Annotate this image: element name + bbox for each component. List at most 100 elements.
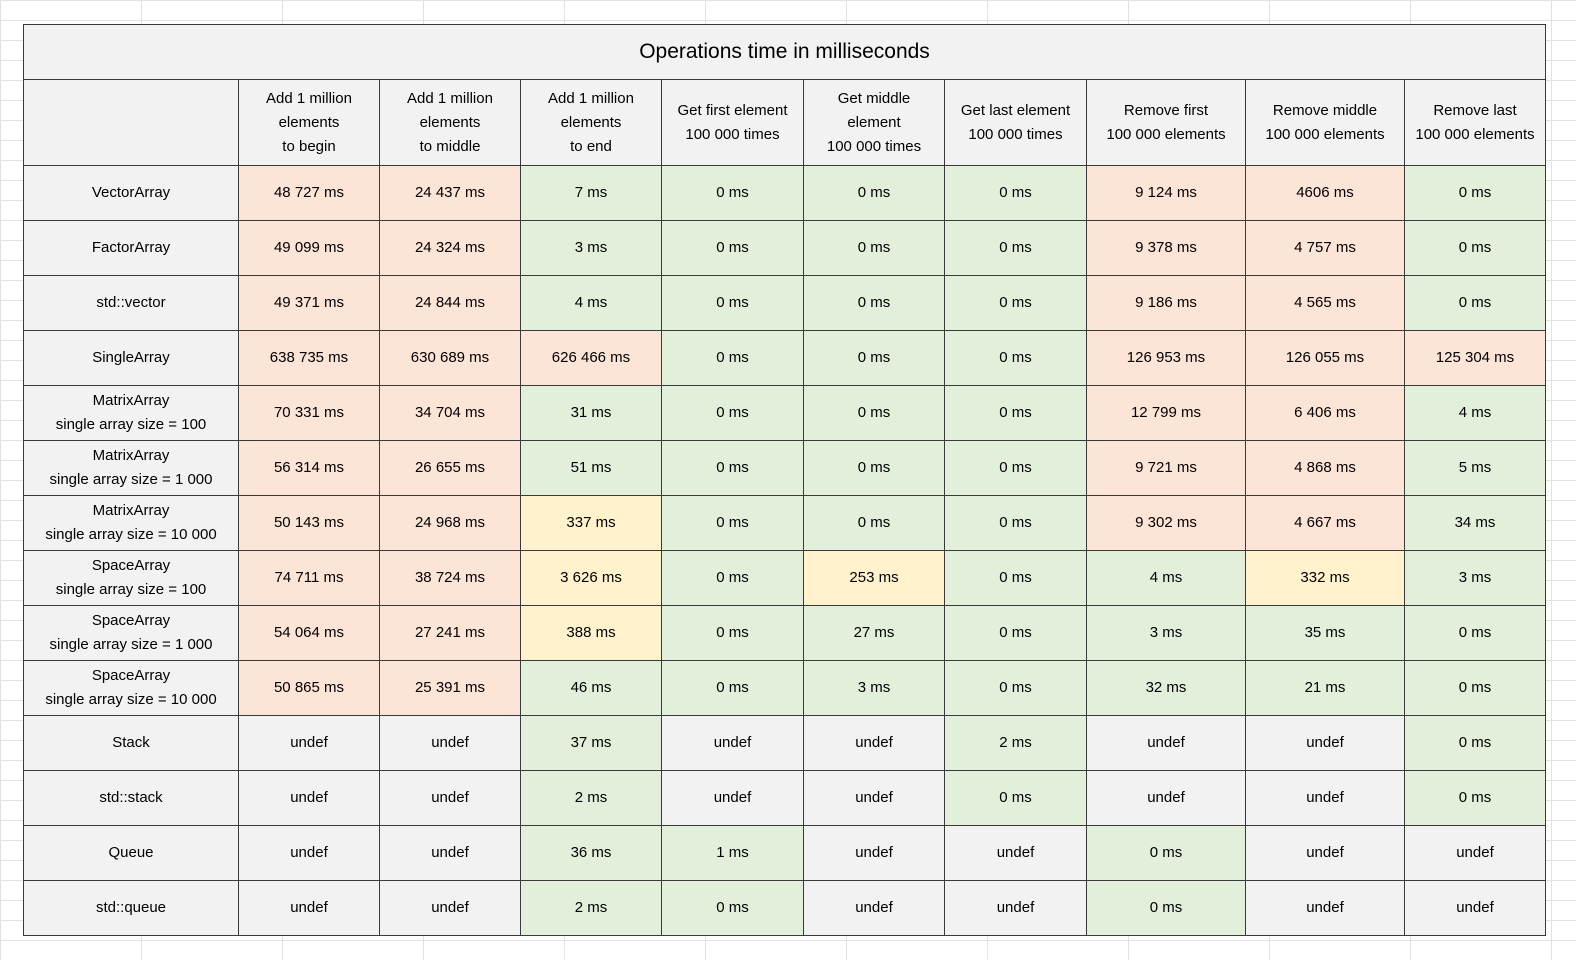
time-cell[interactable]: 388 ms <box>520 605 662 661</box>
row-label[interactable]: std::queue <box>23 880 239 936</box>
row-label[interactable]: SpaceArray single array size = 10 000 <box>23 660 239 716</box>
column-header[interactable]: Add 1 million elements to end <box>520 79 662 166</box>
time-cell[interactable]: 5 ms <box>1404 440 1546 496</box>
time-cell[interactable]: 38 724 ms <box>379 550 521 606</box>
time-cell[interactable]: 12 799 ms <box>1086 385 1246 441</box>
time-cell[interactable]: undef <box>238 825 380 881</box>
time-cell[interactable]: undef <box>1245 715 1405 771</box>
time-cell[interactable]: 0 ms <box>661 165 804 221</box>
row-label[interactable]: Queue <box>23 825 239 881</box>
time-cell[interactable]: undef <box>1404 825 1546 881</box>
time-cell[interactable]: 0 ms <box>803 385 945 441</box>
time-cell[interactable]: 4 868 ms <box>1245 440 1405 496</box>
time-cell[interactable]: 54 064 ms <box>238 605 380 661</box>
time-cell[interactable]: 36 ms <box>520 825 662 881</box>
time-cell[interactable]: 50 865 ms <box>238 660 380 716</box>
time-cell[interactable]: 9 186 ms <box>1086 275 1246 331</box>
time-cell[interactable]: 24 324 ms <box>379 220 521 276</box>
time-cell[interactable]: 27 ms <box>803 605 945 661</box>
time-cell[interactable]: 0 ms <box>944 440 1087 496</box>
time-cell[interactable]: 0 ms <box>1086 825 1246 881</box>
row-label[interactable]: MatrixArray single array size = 1 000 <box>23 440 239 496</box>
time-cell[interactable]: 0 ms <box>803 275 945 331</box>
time-cell[interactable]: 0 ms <box>661 385 804 441</box>
row-label[interactable]: VectorArray <box>23 165 239 221</box>
time-cell[interactable]: 37 ms <box>520 715 662 771</box>
time-cell[interactable]: undef <box>661 715 804 771</box>
time-cell[interactable]: 0 ms <box>803 330 945 386</box>
time-cell[interactable]: 3 ms <box>1086 605 1246 661</box>
row-label[interactable]: std::vector <box>23 275 239 331</box>
time-cell[interactable]: 25 391 ms <box>379 660 521 716</box>
time-cell[interactable]: 3 626 ms <box>520 550 662 606</box>
time-cell[interactable]: 0 ms <box>661 220 804 276</box>
time-cell[interactable]: undef <box>238 770 380 826</box>
time-cell[interactable]: 2 ms <box>520 770 662 826</box>
column-header[interactable]: Get last element 100 000 times <box>944 79 1087 166</box>
time-cell[interactable]: 0 ms <box>661 495 804 551</box>
time-cell[interactable]: undef <box>238 880 380 936</box>
time-cell[interactable]: 0 ms <box>661 660 804 716</box>
time-cell[interactable]: 0 ms <box>1404 275 1546 331</box>
column-header[interactable]: Get first element 100 000 times <box>661 79 804 166</box>
column-header[interactable]: Add 1 million elements to middle <box>379 79 521 166</box>
column-header[interactable]: Remove first 100 000 elements <box>1086 79 1246 166</box>
time-cell[interactable]: 26 655 ms <box>379 440 521 496</box>
time-cell[interactable]: undef <box>379 715 521 771</box>
time-cell[interactable]: undef <box>944 880 1087 936</box>
time-cell[interactable]: 2 ms <box>944 715 1087 771</box>
time-cell[interactable]: 46 ms <box>520 660 662 716</box>
time-cell[interactable]: 24 437 ms <box>379 165 521 221</box>
time-cell[interactable]: undef <box>1086 770 1246 826</box>
row-label[interactable]: MatrixArray single array size = 10 000 <box>23 495 239 551</box>
time-cell[interactable]: undef <box>379 770 521 826</box>
time-cell[interactable]: 0 ms <box>661 605 804 661</box>
time-cell[interactable]: 0 ms <box>661 550 804 606</box>
time-cell[interactable]: 4 ms <box>520 275 662 331</box>
time-cell[interactable]: 253 ms <box>803 550 945 606</box>
time-cell[interactable]: 0 ms <box>803 165 945 221</box>
time-cell[interactable]: 34 704 ms <box>379 385 521 441</box>
time-cell[interactable]: 70 331 ms <box>238 385 380 441</box>
time-cell[interactable]: 0 ms <box>944 770 1087 826</box>
time-cell[interactable]: 4 565 ms <box>1245 275 1405 331</box>
time-cell[interactable]: 0 ms <box>1404 220 1546 276</box>
time-cell[interactable]: 0 ms <box>944 330 1087 386</box>
time-cell[interactable]: 0 ms <box>944 605 1087 661</box>
row-label[interactable]: SingleArray <box>23 330 239 386</box>
time-cell[interactable]: undef <box>661 770 804 826</box>
time-cell[interactable]: undef <box>803 770 945 826</box>
time-cell[interactable]: undef <box>803 715 945 771</box>
time-cell[interactable]: 49 099 ms <box>238 220 380 276</box>
time-cell[interactable]: 51 ms <box>520 440 662 496</box>
time-cell[interactable]: undef <box>803 825 945 881</box>
time-cell[interactable]: 3 ms <box>1404 550 1546 606</box>
time-cell[interactable]: 0 ms <box>1404 715 1546 771</box>
time-cell[interactable]: 0 ms <box>803 220 945 276</box>
time-cell[interactable]: undef <box>944 825 1087 881</box>
time-cell[interactable]: 0 ms <box>661 440 804 496</box>
time-cell[interactable]: 0 ms <box>944 660 1087 716</box>
time-cell[interactable]: 630 689 ms <box>379 330 521 386</box>
time-cell[interactable]: 21 ms <box>1245 660 1405 716</box>
time-cell[interactable]: 35 ms <box>1245 605 1405 661</box>
time-cell[interactable]: 337 ms <box>520 495 662 551</box>
row-label[interactable]: Stack <box>23 715 239 771</box>
corner-cell[interactable] <box>23 79 239 166</box>
time-cell[interactable]: 0 ms <box>1404 165 1546 221</box>
time-cell[interactable]: 0 ms <box>944 385 1087 441</box>
time-cell[interactable]: 0 ms <box>1086 880 1246 936</box>
column-header[interactable]: Remove middle 100 000 elements <box>1245 79 1405 166</box>
time-cell[interactable]: 50 143 ms <box>238 495 380 551</box>
time-cell[interactable]: 3 ms <box>520 220 662 276</box>
column-header[interactable]: Add 1 million elements to begin <box>238 79 380 166</box>
time-cell[interactable]: 626 466 ms <box>520 330 662 386</box>
time-cell[interactable]: 74 711 ms <box>238 550 380 606</box>
time-cell[interactable]: undef <box>379 880 521 936</box>
time-cell[interactable]: 332 ms <box>1245 550 1405 606</box>
time-cell[interactable]: 7 ms <box>520 165 662 221</box>
time-cell[interactable]: 0 ms <box>944 275 1087 331</box>
time-cell[interactable]: undef <box>1245 825 1405 881</box>
row-label[interactable]: SpaceArray single array size = 100 <box>23 550 239 606</box>
time-cell[interactable]: 32 ms <box>1086 660 1246 716</box>
